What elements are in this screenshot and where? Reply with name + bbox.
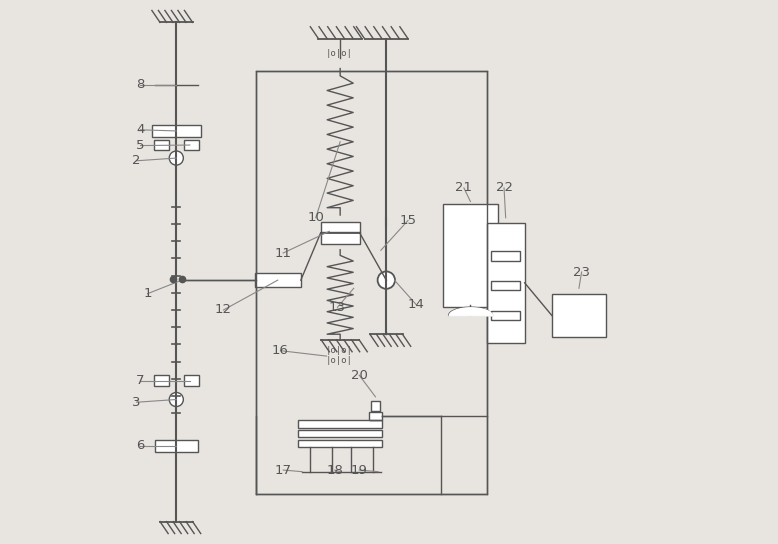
Text: 10: 10 [307, 211, 324, 224]
Bar [552, 294, 606, 337]
Bar [153, 375, 169, 386]
Text: 12: 12 [215, 304, 232, 317]
Text: 15: 15 [399, 214, 416, 227]
Text: 13: 13 [329, 301, 346, 314]
Circle shape [170, 392, 184, 406]
Bar [492, 311, 520, 320]
Text: 20: 20 [351, 369, 367, 381]
Text: |o|o|: |o|o| [326, 48, 352, 58]
Text: 2: 2 [132, 154, 141, 167]
Bar [184, 140, 199, 151]
Bar [369, 412, 382, 419]
Bar [443, 204, 497, 307]
Bar [321, 232, 359, 244]
Text: 22: 22 [496, 181, 513, 194]
Bar [153, 140, 169, 151]
Bar [155, 440, 198, 452]
Text: 4: 4 [136, 123, 145, 137]
Text: 17: 17 [275, 463, 292, 477]
Text: 8: 8 [136, 78, 145, 91]
Bar [321, 221, 359, 233]
Text: 11: 11 [275, 246, 292, 259]
Text: 21: 21 [455, 181, 472, 194]
Text: 14: 14 [408, 298, 425, 311]
Text: 7: 7 [136, 374, 145, 387]
Text: 16: 16 [272, 344, 289, 357]
Text: 19: 19 [351, 463, 367, 477]
Bar [298, 430, 382, 437]
Bar [370, 401, 380, 411]
Bar [492, 251, 520, 261]
Text: 6: 6 [136, 439, 145, 452]
Circle shape [377, 271, 395, 289]
Text: 18: 18 [326, 463, 343, 477]
Bar [184, 375, 199, 386]
Bar [492, 281, 520, 290]
Text: |o|o|: |o|o| [326, 346, 352, 355]
Bar [487, 223, 524, 343]
Bar [298, 420, 382, 428]
Bar [298, 440, 382, 447]
Text: 5: 5 [136, 139, 145, 152]
Text: 3: 3 [132, 395, 141, 409]
Text: 1: 1 [143, 287, 152, 300]
Circle shape [170, 151, 184, 165]
Bar [152, 125, 201, 137]
Bar [254, 273, 301, 287]
Text: |o|o|: |o|o| [326, 356, 352, 365]
Text: 23: 23 [573, 265, 591, 279]
Bar [256, 71, 487, 494]
